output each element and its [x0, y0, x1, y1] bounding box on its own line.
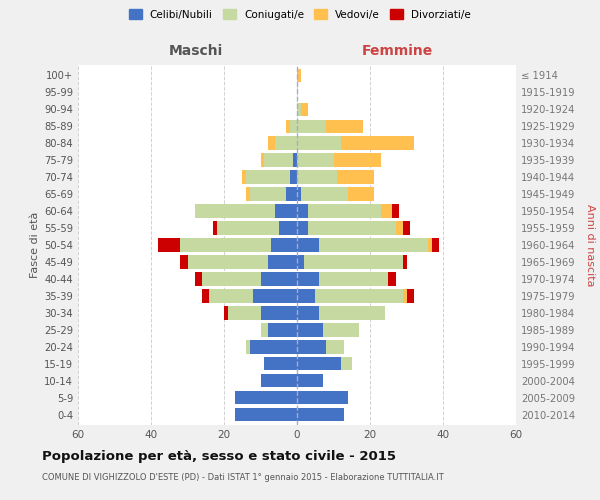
Bar: [308, 222, 395, 234]
Bar: [297, 391, 348, 404]
Bar: [180, 238, 271, 252]
Bar: [403, 222, 410, 234]
Bar: [293, 154, 297, 166]
Bar: [260, 154, 264, 166]
Bar: [271, 238, 297, 252]
Bar: [297, 102, 301, 116]
Bar: [246, 170, 290, 183]
Bar: [297, 272, 319, 285]
Bar: [246, 188, 250, 200]
Bar: [395, 222, 403, 234]
Bar: [297, 357, 341, 370]
Bar: [268, 324, 297, 336]
Bar: [297, 136, 341, 149]
Bar: [202, 272, 260, 285]
Bar: [297, 204, 308, 218]
Bar: [268, 136, 275, 149]
Bar: [297, 306, 319, 320]
Bar: [187, 256, 268, 268]
Bar: [403, 256, 407, 268]
Bar: [242, 170, 246, 183]
Bar: [301, 188, 348, 200]
Text: Femmine: Femmine: [362, 44, 433, 58]
Bar: [315, 290, 403, 302]
Bar: [337, 170, 374, 183]
Bar: [264, 154, 293, 166]
Bar: [290, 170, 297, 183]
Bar: [403, 290, 407, 302]
Bar: [297, 222, 308, 234]
Bar: [326, 340, 344, 353]
Bar: [250, 188, 286, 200]
Bar: [297, 256, 304, 268]
Y-axis label: Anni di nascita: Anni di nascita: [585, 204, 595, 286]
Bar: [297, 340, 326, 353]
Bar: [319, 306, 385, 320]
Bar: [297, 374, 323, 388]
Bar: [341, 357, 352, 370]
Bar: [209, 290, 253, 302]
Y-axis label: Fasce di età: Fasce di età: [30, 212, 40, 278]
Bar: [388, 272, 395, 285]
Bar: [224, 306, 227, 320]
Bar: [195, 272, 202, 285]
Bar: [195, 204, 275, 218]
Bar: [235, 391, 297, 404]
Bar: [319, 272, 388, 285]
Bar: [301, 102, 308, 116]
Bar: [297, 120, 326, 133]
Bar: [297, 68, 301, 82]
Bar: [392, 204, 399, 218]
Bar: [268, 256, 297, 268]
Bar: [308, 204, 381, 218]
Bar: [290, 120, 297, 133]
Bar: [297, 408, 344, 422]
Bar: [407, 290, 414, 302]
Bar: [304, 256, 403, 268]
Bar: [180, 256, 187, 268]
Bar: [202, 290, 209, 302]
Bar: [334, 154, 381, 166]
Bar: [297, 170, 337, 183]
Bar: [348, 188, 374, 200]
Bar: [279, 222, 297, 234]
Bar: [260, 272, 297, 285]
Bar: [428, 238, 432, 252]
Bar: [286, 120, 290, 133]
Bar: [297, 238, 319, 252]
Bar: [260, 306, 297, 320]
Bar: [297, 188, 301, 200]
Bar: [253, 290, 297, 302]
Bar: [217, 222, 279, 234]
Bar: [213, 222, 217, 234]
Bar: [297, 324, 323, 336]
Text: Popolazione per età, sesso e stato civile - 2015: Popolazione per età, sesso e stato civil…: [42, 450, 396, 463]
Bar: [275, 136, 297, 149]
Bar: [264, 357, 297, 370]
Bar: [323, 324, 359, 336]
Legend: Celibi/Nubili, Coniugati/e, Vedovi/e, Divorziati/e: Celibi/Nubili, Coniugati/e, Vedovi/e, Di…: [125, 5, 475, 24]
Bar: [381, 204, 392, 218]
Bar: [297, 154, 334, 166]
Bar: [246, 340, 250, 353]
Bar: [275, 204, 297, 218]
Bar: [341, 136, 414, 149]
Bar: [297, 290, 315, 302]
Text: COMUNE DI VIGHIZZOLO D'ESTE (PD) - Dati ISTAT 1° gennaio 2015 - Elaborazione TUT: COMUNE DI VIGHIZZOLO D'ESTE (PD) - Dati …: [42, 472, 444, 482]
Bar: [260, 324, 268, 336]
Bar: [235, 408, 297, 422]
Bar: [326, 120, 362, 133]
Bar: [319, 238, 428, 252]
Bar: [432, 238, 439, 252]
Bar: [286, 188, 297, 200]
Text: Maschi: Maschi: [169, 44, 223, 58]
Bar: [158, 238, 180, 252]
Bar: [250, 340, 297, 353]
Bar: [260, 374, 297, 388]
Bar: [227, 306, 260, 320]
